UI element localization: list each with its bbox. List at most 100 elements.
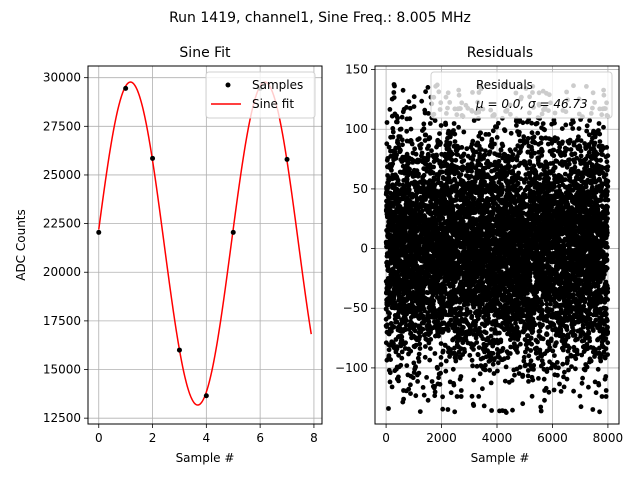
residual-point <box>507 164 513 169</box>
residual-point <box>390 134 396 140</box>
residual-point <box>486 202 492 208</box>
residual-point <box>445 407 451 412</box>
residual-point <box>384 120 390 125</box>
sine-fit-ylabel: ADC Counts <box>14 209 28 281</box>
residual-point <box>458 374 464 379</box>
sine-fit-legend: Samples Sine fit <box>205 71 316 119</box>
residual-point <box>515 349 520 355</box>
sine-fit-ytick-label: 17500 <box>43 314 81 328</box>
residual-point <box>458 172 464 178</box>
residual-point <box>481 403 487 409</box>
residual-point <box>440 348 446 354</box>
residual-point <box>469 393 475 399</box>
residual-point <box>391 324 397 330</box>
residual-point <box>503 410 509 415</box>
residual-point <box>409 141 415 147</box>
residual-point <box>512 372 517 378</box>
residual-point <box>411 104 417 109</box>
residual-point <box>490 361 496 367</box>
residual-point <box>412 146 417 152</box>
sine-fit-xtick-label: 4 <box>203 431 211 445</box>
residual-point <box>500 346 506 351</box>
residual-point <box>461 158 467 164</box>
residual-point <box>412 328 418 334</box>
residual-point <box>464 146 470 152</box>
residual-point <box>390 161 396 167</box>
residual-point <box>478 130 483 136</box>
residual-point <box>516 170 521 176</box>
residual-point <box>488 380 494 386</box>
residual-point <box>406 187 412 193</box>
residual-point <box>394 346 400 352</box>
residual-point <box>414 190 420 196</box>
residual-point <box>438 355 444 360</box>
residual-point <box>423 132 429 138</box>
sample-point <box>123 85 129 91</box>
residual-point <box>403 318 409 323</box>
legend-sine-fit-label: Sine fit <box>252 97 294 111</box>
residual-point <box>406 160 411 166</box>
residual-point <box>389 167 394 173</box>
residual-point <box>408 126 414 132</box>
residual-point <box>416 171 421 177</box>
residual-point <box>391 341 396 347</box>
residual-point <box>411 360 417 366</box>
residual-point <box>456 124 461 130</box>
residual-point <box>419 208 425 214</box>
residual-point <box>476 394 482 399</box>
residuals-plot-area <box>383 82 611 415</box>
residual-point <box>417 346 423 351</box>
residual-point <box>386 347 392 353</box>
residual-point <box>418 145 423 151</box>
sine-fit-title: Sine Fit <box>179 45 231 61</box>
residual-point <box>396 374 401 380</box>
residual-point <box>438 362 444 367</box>
residual-point <box>432 351 438 356</box>
sample-point <box>230 229 236 235</box>
residual-point <box>459 145 465 150</box>
sine-fit-xtick-label: 8 <box>310 431 318 445</box>
residual-point <box>447 140 453 146</box>
residual-point <box>387 379 393 385</box>
residual-point <box>483 362 488 368</box>
residual-point <box>479 136 485 142</box>
residual-point <box>426 111 431 116</box>
sine-fit-ticks: 0 2 4 6 812500150001750020000225002500027500… <box>43 71 318 445</box>
residual-point <box>428 346 433 351</box>
residual-point <box>469 313 475 319</box>
residual-point <box>482 367 488 373</box>
residual-point <box>397 277 403 282</box>
sine-fit-frame <box>87 65 323 425</box>
residual-point <box>443 368 449 374</box>
residual-point <box>420 385 426 390</box>
residual-point <box>396 352 401 358</box>
residual-point <box>418 141 424 147</box>
residual-point <box>408 391 413 396</box>
residual-point <box>428 337 434 342</box>
residual-point <box>388 357 393 362</box>
residual-point <box>452 139 458 145</box>
residual-point <box>514 123 519 128</box>
residual-point <box>517 364 523 370</box>
residual-point <box>395 140 401 146</box>
residual-point <box>517 129 522 135</box>
residual-point <box>492 141 497 147</box>
residual-point <box>394 152 399 158</box>
residual-point <box>387 311 392 316</box>
residual-point <box>419 98 425 104</box>
residual-point <box>401 396 406 402</box>
sine-fit-xtick-label: 2 <box>149 431 157 445</box>
residual-point <box>461 129 467 135</box>
residual-point <box>395 314 401 320</box>
residual-point <box>446 328 451 333</box>
residual-point <box>414 233 419 239</box>
residual-point <box>512 243 518 248</box>
residual-point <box>494 135 500 140</box>
residuals-title: Residuals <box>467 45 533 61</box>
residual-point <box>399 334 405 340</box>
residual-point <box>458 388 464 393</box>
residual-point <box>471 377 477 383</box>
residual-point <box>440 406 446 412</box>
residual-point <box>471 347 476 352</box>
residual-point <box>443 358 449 364</box>
